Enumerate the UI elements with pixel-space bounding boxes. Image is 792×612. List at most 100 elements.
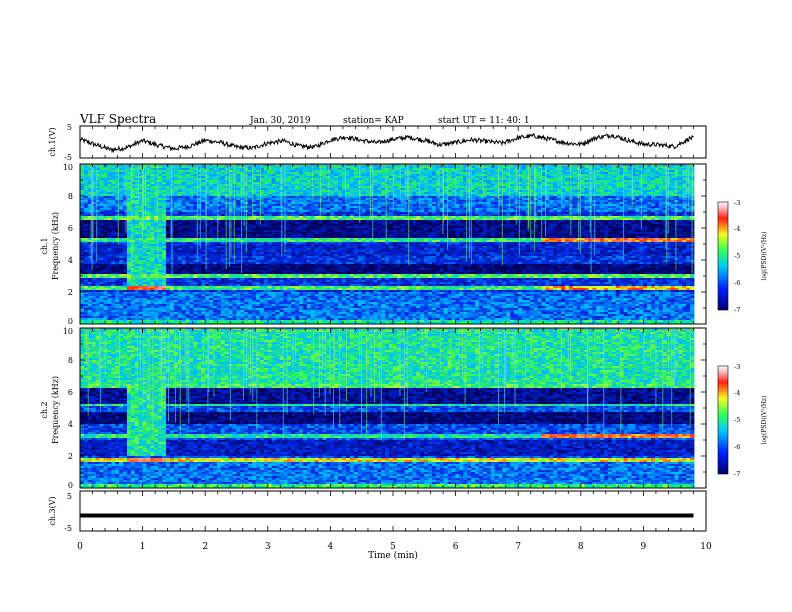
spectrogram-cell [541,172,546,175]
spectrogram-cell [525,164,531,167]
spectrogram-cell [158,192,163,195]
spectrogram-cell [529,172,535,175]
spectrogram-cell [279,164,284,167]
spectrogram-cell [494,180,499,183]
spectrogram-cell [564,190,570,193]
spectrogram-cell [252,190,257,193]
spectrogram-cell [490,176,495,179]
spectrogram-cell [521,174,527,177]
spectrogram-cell [173,170,179,173]
spectrogram-cell [498,188,503,191]
spectrogram-cell [248,168,253,171]
spectrogram-cell [388,174,394,177]
spectrogram-cell [435,184,441,187]
spectrogram-cell [431,166,437,169]
spectrogram-cell [193,180,198,183]
spectrogram-cell [506,168,511,171]
spectrogram-cell [463,184,468,187]
spectrogram-cell [561,164,566,167]
spectrogram-cell [291,168,296,171]
spectrogram-cell [396,186,402,189]
spectrogram-cell [302,166,308,169]
spectrogram-cell [349,186,355,189]
spectrogram-cell [201,168,206,171]
spectrogram-cell [91,188,97,191]
spectrogram-cell [107,164,112,167]
spectrogram-cell [103,192,108,195]
spectrogram-cell [502,174,507,177]
spectrogram-cell [212,182,218,185]
spectrogram-cell [420,174,425,177]
spectrogram-cell [259,164,265,167]
spectrogram-cell [674,178,679,181]
spectrogram-cell [295,190,300,193]
spectrogram-cell [596,176,601,179]
spectrogram-cell [604,192,609,195]
spectrogram-cell [428,190,433,193]
spectrogram-cell [471,192,476,195]
spectrogram-cell [87,170,93,173]
spectrogram-cell [95,170,100,173]
spectrogram-cell [647,176,652,179]
spectrogram-cell [506,166,511,169]
spectrogram-cell [291,176,296,179]
spectrogram-cell [451,188,456,191]
spectrogram-cell [193,166,198,169]
spectrogram-cell [447,182,452,185]
spectrogram-cell [373,184,378,187]
spectrogram-cell [99,176,104,179]
spectrogram-cell [369,172,374,175]
spectrogram-cell [353,166,359,169]
spectrogram-cell [557,166,562,169]
spectrogram-cell [478,180,484,183]
spectrogram-cell [545,172,550,175]
spectrogram-cell [564,164,570,167]
spectrogram-cell [134,178,140,181]
spectrogram-cell [130,180,136,183]
spectrogram-cell [306,168,312,171]
spectrogram-cell [177,168,183,171]
spectrogram-cell [205,174,210,177]
spectrogram-cell [197,166,202,169]
spectrogram-cell [80,188,85,191]
spectrogram-cell [678,168,683,171]
spectrogram-cell [166,170,171,173]
spectrogram-cell [111,168,116,171]
spectrogram-cell [369,186,374,189]
spectrogram-cell [502,170,507,173]
spectrogram-cell [654,184,660,187]
spectrogram-cell [87,166,93,169]
spectrogram-cell [498,168,503,171]
spectrogram-cell [240,182,245,185]
spectrogram-cell [435,190,441,193]
spectrogram-cell [111,180,116,183]
spectrogram-cell [607,182,613,185]
spectrogram-cell [471,176,476,179]
spectrogram-cell [611,166,617,169]
spectrogram-cell [205,172,210,175]
spectrogram-cell [596,190,601,193]
spectrogram-cell [338,192,343,195]
spectrogram-cell [314,178,319,181]
spectrogram-cell [561,188,566,191]
spectrogram-cell [494,170,499,173]
spectrogram-cell [338,188,343,191]
spectrogram-cell [643,186,648,189]
spectrogram-cell [87,168,93,171]
spectrogram-cell [299,164,304,167]
spectrogram-cell [662,174,668,177]
spectrogram-cell [658,172,664,175]
spectrogram-cell [263,188,269,191]
spectrogram-cell [345,188,351,191]
spectrogram-cell [611,180,617,183]
spectrogram-cell [154,186,159,189]
spectrogram-cell [631,178,636,181]
spectrogram-cell [400,184,405,187]
spectrogram-cell [115,170,120,173]
spectrogram-cell [498,192,503,195]
spectrogram-cell [146,178,151,181]
spectrogram-cell [615,192,621,195]
spectrogram-cell [365,168,370,171]
spectrogram-cell [271,184,276,187]
spectrogram-cell [607,190,613,193]
